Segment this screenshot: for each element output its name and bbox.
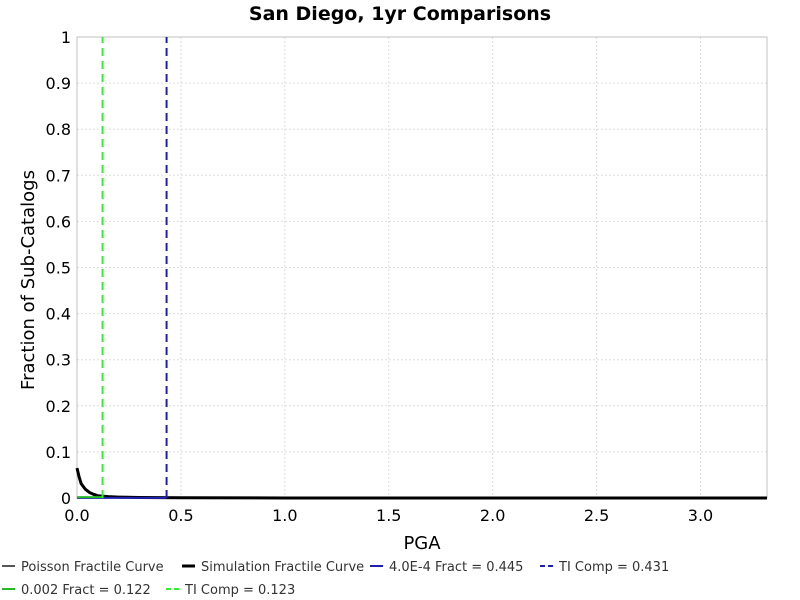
x-tick-label: 1.5 [376,506,401,525]
grid [77,37,767,498]
legend-label: 0.002 Fract = 0.122 [21,583,151,598]
y-tick-label: 0.9 [46,74,71,93]
y-axis-label: Fraction of Sub-Catalogs [18,170,39,390]
legend: Poisson Fractile Curve Simulation Fractil… [2,560,669,598]
y-tick-label: 0.2 [46,397,71,416]
series-group [75,37,767,500]
legend-label: 4.0E-4 Fract = 0.445 [389,560,523,575]
x-axis-label: PGA [403,533,441,554]
y-tick-label: 0.6 [46,212,71,231]
y-tick-label: 0.7 [46,166,71,185]
x-tick-label: 3.0 [688,506,713,525]
chart-title: San Diego, 1yr Comparisons [249,3,551,25]
tick-labels: 0 0.1 0.2 0.3 0.4 0.5 0.6 0.7 0.8 0.9 1 0.0 0.5 1.0 1.… [46,28,714,525]
x-tick-label: 0.5 [168,506,193,525]
y-tick-label: 1 [61,28,71,47]
legend-label: Simulation Fractile Curve [201,560,364,575]
x-tick-label: 1.0 [272,506,297,525]
y-tick-label: 0.8 [46,120,71,139]
y-tick-label: 0.5 [46,259,71,278]
legend-label: TI Comp = 0.123 [184,583,295,598]
x-tick-label: 2.5 [584,506,609,525]
x-tick-label: 2.0 [480,506,505,525]
y-tick-label: 0.1 [46,443,71,462]
y-tick-label: 0 [61,489,71,508]
legend-label: Poisson Fractile Curve [21,560,164,575]
y-tick-label: 0.4 [46,305,71,324]
legend-label: TI Comp = 0.431 [558,560,669,575]
x-tick-label: 0.0 [64,506,89,525]
y-tick-label: 0.3 [46,351,71,370]
